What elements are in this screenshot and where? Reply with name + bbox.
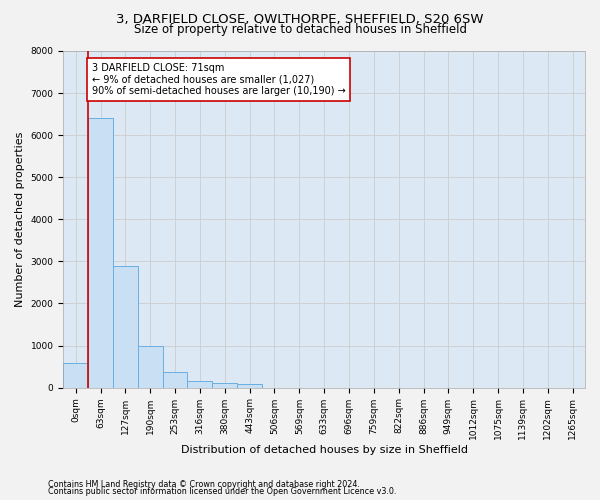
Bar: [113, 266, 138, 388]
Bar: [88, 118, 113, 388]
Bar: [187, 381, 212, 388]
Text: Size of property relative to detached houses in Sheffield: Size of property relative to detached ho…: [133, 22, 467, 36]
Text: Contains public sector information licensed under the Open Government Licence v3: Contains public sector information licen…: [48, 487, 397, 496]
Text: 3 DARFIELD CLOSE: 71sqm
← 9% of detached houses are smaller (1,027)
90% of semi-: 3 DARFIELD CLOSE: 71sqm ← 9% of detached…: [92, 63, 346, 96]
Bar: [63, 363, 88, 388]
Bar: [163, 372, 187, 388]
Bar: [237, 384, 262, 388]
Y-axis label: Number of detached properties: Number of detached properties: [15, 132, 25, 307]
Text: 3, DARFIELD CLOSE, OWLTHORPE, SHEFFIELD, S20 6SW: 3, DARFIELD CLOSE, OWLTHORPE, SHEFFIELD,…: [116, 12, 484, 26]
Bar: [212, 384, 237, 388]
Text: Contains HM Land Registry data © Crown copyright and database right 2024.: Contains HM Land Registry data © Crown c…: [48, 480, 360, 489]
Bar: [138, 346, 163, 388]
X-axis label: Distribution of detached houses by size in Sheffield: Distribution of detached houses by size …: [181, 445, 467, 455]
